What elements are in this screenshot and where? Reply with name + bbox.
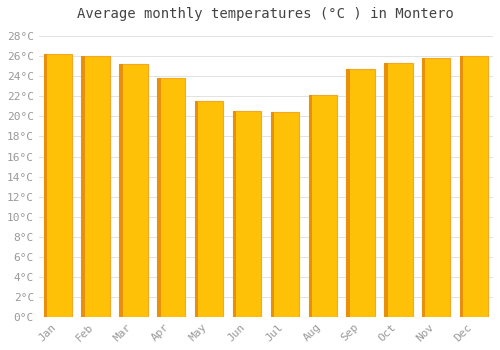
Bar: [157, 78, 160, 317]
Bar: [44, 54, 72, 317]
Bar: [346, 69, 350, 317]
Bar: [195, 102, 198, 317]
Bar: [422, 58, 450, 317]
Bar: [308, 96, 337, 317]
Bar: [308, 96, 312, 317]
Bar: [270, 112, 299, 317]
Bar: [119, 64, 122, 317]
Bar: [195, 102, 224, 317]
Bar: [346, 69, 375, 317]
Title: Average monthly temperatures (°C ) in Montero: Average monthly temperatures (°C ) in Mo…: [78, 7, 454, 21]
Bar: [233, 111, 261, 317]
Bar: [82, 56, 85, 317]
Bar: [270, 112, 274, 317]
Bar: [384, 63, 412, 317]
Bar: [157, 78, 186, 317]
Bar: [460, 56, 464, 317]
Bar: [460, 56, 488, 317]
Bar: [233, 111, 236, 317]
Bar: [384, 63, 388, 317]
Bar: [44, 54, 47, 317]
Bar: [119, 64, 148, 317]
Bar: [422, 58, 426, 317]
Bar: [82, 56, 110, 317]
